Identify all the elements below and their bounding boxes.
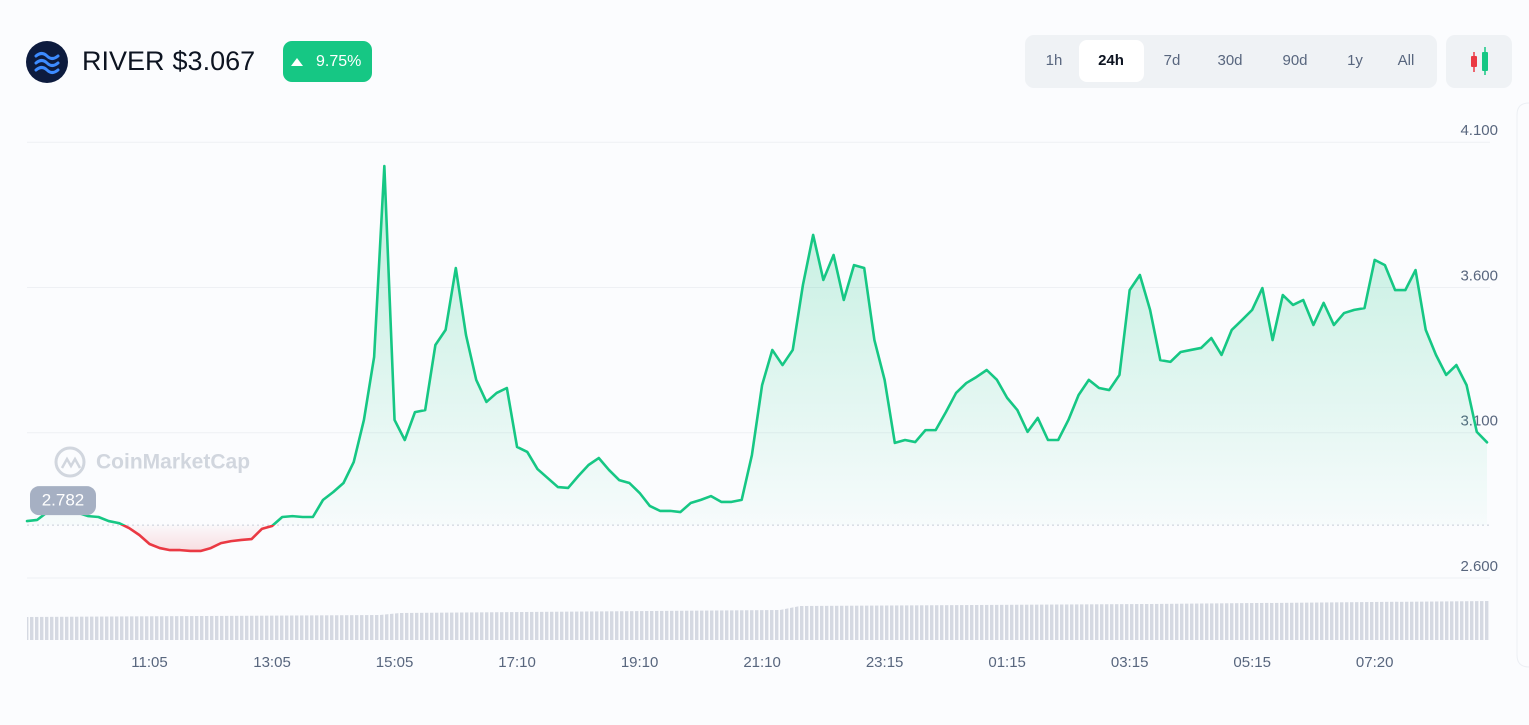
tab-active-bg <box>1079 40 1144 82</box>
x-tick-label: 23:15 <box>866 654 904 671</box>
baseline-badge <box>30 486 96 516</box>
x-tick-label: 15:05 <box>376 654 414 671</box>
y-tick-label: 4.100 <box>1460 122 1498 139</box>
y-tick-label: 2.600 <box>1460 558 1498 575</box>
x-tick-label: 05:15 <box>1233 654 1271 671</box>
x-tick-label: 07:20 <box>1356 654 1394 671</box>
x-tick-label: 01:15 <box>988 654 1026 671</box>
coin-price: $3.067 <box>173 46 256 76</box>
x-tick-label: 17:10 <box>498 654 536 671</box>
candle-toggle[interactable] <box>1446 35 1512 88</box>
plot-layer: 2.782 <box>25 164 1490 553</box>
change-value: 9.75% <box>316 53 361 70</box>
tab[interactable]: All <box>1398 52 1415 69</box>
coin-name: RIVER <box>82 46 165 76</box>
coin-icon-waves <box>34 52 60 74</box>
tab[interactable]: 1h <box>1046 52 1063 69</box>
side-panel-edge <box>1516 102 1529 668</box>
watermark-text: CoinMarketCap <box>96 451 250 474</box>
price-line <box>25 164 1489 553</box>
tab[interactable]: 30d <box>1217 52 1242 69</box>
price-area <box>27 166 1487 551</box>
y-tick-label: 3.600 <box>1460 267 1498 284</box>
tab[interactable]: 7d <box>1164 52 1181 69</box>
x-tick-label: 13:05 <box>253 654 291 671</box>
volume-strip <box>27 601 1490 640</box>
range-tabs: 1h 24h 7d 30d 90d 1y All <box>1025 35 1512 88</box>
x-tick-label: 21:10 <box>743 654 781 671</box>
x-tick-label: 03:15 <box>1111 654 1149 671</box>
candle-icon <box>1471 47 1488 75</box>
x-tick-label: 19:10 <box>621 654 659 671</box>
change-badge <box>283 41 372 82</box>
coin-header: RIVER $3.067 9.75% <box>26 41 372 83</box>
tab-active[interactable]: 24h <box>1098 52 1124 69</box>
change-arrow <box>291 58 303 66</box>
baseline-label: 2.782 <box>42 491 85 510</box>
tab[interactable]: 1y <box>1347 52 1363 69</box>
watermark: CoinMarketCap <box>54 446 250 478</box>
tab[interactable]: 90d <box>1282 52 1307 69</box>
coin-title: RIVER $3.067 <box>82 46 255 76</box>
x-tick-label: 11:05 <box>131 654 167 671</box>
